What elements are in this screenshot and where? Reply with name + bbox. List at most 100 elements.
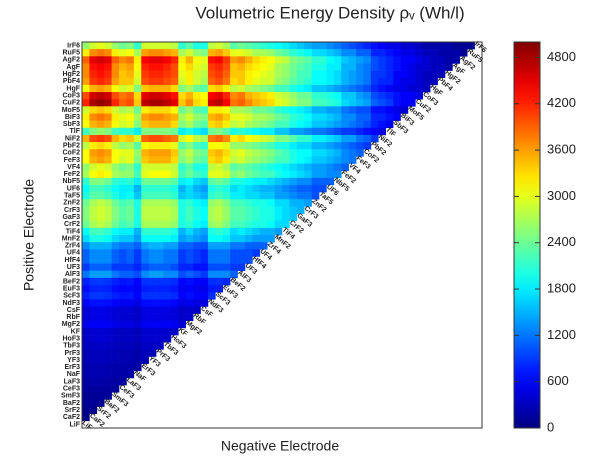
heat-cell bbox=[437, 63, 446, 71]
heat-cell bbox=[119, 206, 127, 214]
heat-cell bbox=[185, 156, 194, 164]
heat-cell bbox=[96, 249, 105, 257]
heat-cell bbox=[119, 156, 127, 164]
heat-cell bbox=[311, 49, 320, 57]
heat-cell bbox=[148, 134, 157, 143]
heat-cell bbox=[319, 170, 327, 179]
heat-cell bbox=[452, 49, 461, 57]
heat-cell bbox=[319, 42, 327, 50]
heat-cell bbox=[215, 263, 224, 272]
heat-cell bbox=[222, 156, 231, 164]
heat-cell bbox=[82, 113, 90, 121]
heat-cell bbox=[104, 377, 112, 386]
heat-cell bbox=[82, 227, 90, 236]
heat-cell bbox=[170, 256, 179, 264]
heat-cell bbox=[274, 142, 283, 150]
heat-cell bbox=[126, 213, 135, 222]
heat-cell bbox=[319, 77, 327, 86]
heat-cell bbox=[326, 99, 335, 107]
heat-cell bbox=[207, 56, 216, 64]
heat-cell bbox=[148, 299, 157, 307]
y-tick-label: CoF3 bbox=[63, 92, 81, 99]
heat-cell bbox=[141, 263, 149, 272]
heat-cell bbox=[89, 270, 98, 279]
heat-cell bbox=[393, 49, 401, 57]
heat-cell bbox=[282, 213, 290, 222]
heat-cell bbox=[252, 113, 261, 121]
heat-cell bbox=[170, 285, 179, 293]
heat-cell bbox=[215, 120, 224, 129]
heat-cell bbox=[170, 42, 179, 50]
heat-cell bbox=[259, 99, 268, 107]
y-tick-label: ZnF2 bbox=[63, 200, 80, 207]
y-tick-label: NbF5 bbox=[63, 178, 81, 185]
heat-cell bbox=[363, 63, 372, 71]
heat-cell bbox=[341, 56, 349, 64]
heat-cell bbox=[119, 56, 127, 64]
heat-cell bbox=[356, 70, 364, 79]
heat-cell bbox=[141, 156, 149, 164]
heat-cell bbox=[274, 56, 283, 64]
heat-cell bbox=[185, 242, 194, 250]
heat-cell bbox=[356, 42, 364, 50]
heat-cell bbox=[96, 63, 105, 71]
heat-cell bbox=[393, 56, 401, 64]
heat-cell bbox=[230, 142, 238, 150]
heat-cell bbox=[378, 77, 387, 86]
heat-cell bbox=[96, 84, 105, 93]
heat-cell bbox=[274, 227, 283, 236]
heat-cell bbox=[193, 249, 201, 257]
heat-cell bbox=[163, 127, 172, 136]
heat-cell bbox=[156, 184, 164, 193]
heat-cell bbox=[126, 156, 135, 164]
plot-frame bbox=[81, 41, 483, 429]
heat-cell bbox=[163, 249, 172, 257]
heat-cell bbox=[200, 106, 209, 114]
heat-cell bbox=[96, 399, 105, 407]
heat-cell bbox=[89, 192, 98, 200]
heat-cell bbox=[89, 392, 98, 400]
heat-cell bbox=[237, 77, 246, 86]
heat-cell bbox=[222, 227, 231, 236]
heat-cell bbox=[296, 49, 305, 57]
heat-cell bbox=[170, 156, 179, 164]
heat-cell bbox=[156, 249, 164, 257]
heat-cell bbox=[178, 256, 187, 264]
heat-cell bbox=[400, 92, 409, 100]
heat-cell bbox=[304, 49, 312, 57]
heat-cell bbox=[148, 306, 157, 314]
heat-cell bbox=[356, 134, 364, 143]
heat-cell bbox=[104, 306, 112, 314]
heat-cell bbox=[259, 156, 268, 164]
y-tick-label: NdF3 bbox=[63, 300, 81, 307]
y-tick-label: BeF2 bbox=[63, 278, 80, 285]
heat-cell bbox=[111, 356, 120, 364]
heat-cell bbox=[244, 49, 253, 57]
heat-cell bbox=[89, 256, 98, 264]
heat-cell bbox=[82, 92, 90, 100]
heat-cell bbox=[244, 77, 253, 86]
heat-cell bbox=[215, 249, 224, 257]
heat-cell bbox=[185, 106, 194, 114]
heat-cell bbox=[119, 177, 127, 186]
heat-cell bbox=[333, 84, 342, 93]
heat-cell bbox=[348, 120, 357, 129]
heat-cell bbox=[311, 113, 320, 121]
heat-cell bbox=[104, 263, 112, 272]
y-tick-label: HgF bbox=[66, 85, 80, 92]
heat-cell bbox=[119, 106, 127, 114]
heat-cell bbox=[259, 163, 268, 171]
heat-cell bbox=[230, 149, 238, 157]
heat-cell bbox=[82, 127, 90, 136]
heat-cell bbox=[230, 199, 238, 207]
heat-cell bbox=[185, 206, 194, 214]
y-tick-label: ErF3 bbox=[64, 364, 80, 371]
heat-cell bbox=[356, 142, 364, 150]
heat-cell bbox=[222, 199, 231, 207]
heat-cell bbox=[363, 120, 372, 129]
y-tick-label: CeF3 bbox=[63, 386, 80, 393]
heat-cell bbox=[89, 363, 98, 372]
heat-cell bbox=[370, 134, 379, 143]
heat-cell bbox=[252, 242, 261, 250]
heat-cell bbox=[96, 363, 105, 372]
